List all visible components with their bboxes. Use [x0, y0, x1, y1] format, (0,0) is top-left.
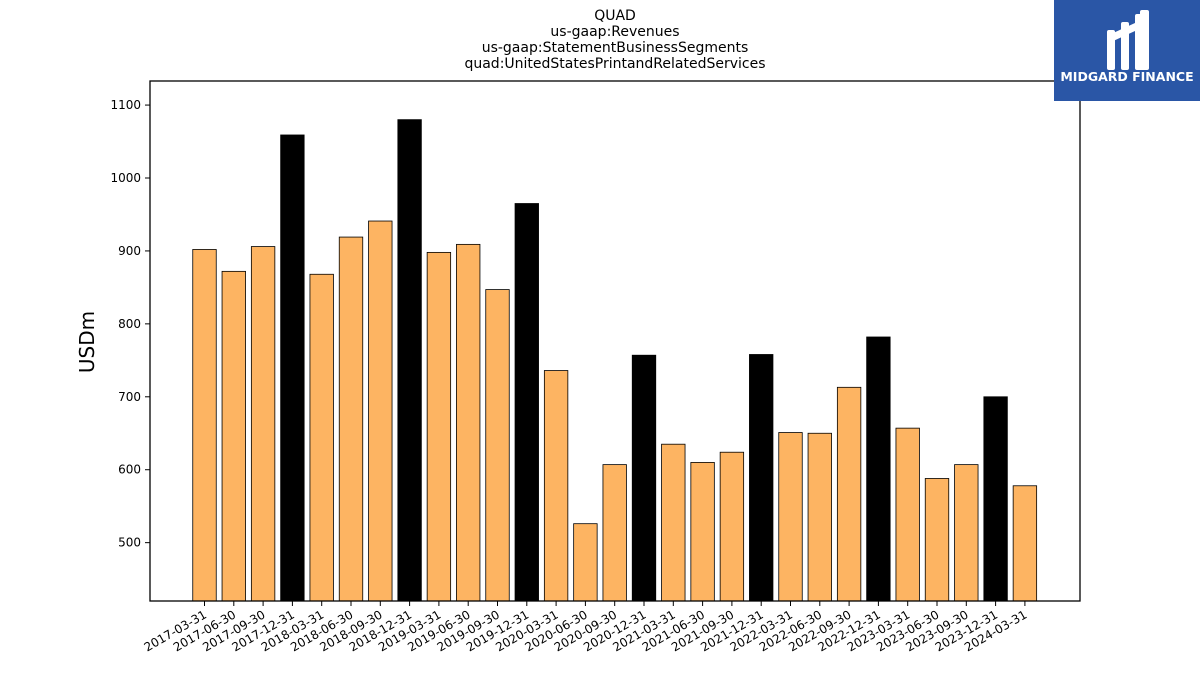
- bar-2021-12-31: [749, 354, 774, 602]
- midgard-finance-logo: MIDGARD FINANCE: [1054, 0, 1200, 101]
- chart-title: QUADus-gaap:Revenuesus-gaap:StatementBus…: [464, 8, 765, 72]
- bar-2020-12-31: [631, 354, 657, 602]
- bar-2019-03-31: [426, 251, 452, 602]
- y-tick-label: 800: [118, 317, 141, 331]
- bar-2019-09-30: [485, 289, 510, 602]
- bar-2017-09-30: [250, 246, 276, 602]
- bar-2017-06-30: [221, 270, 246, 602]
- logo-text: MIDGARD FINANCE: [1060, 69, 1193, 84]
- bar-2018-12-31: [397, 119, 422, 602]
- bar-2020-03-31: [543, 370, 569, 602]
- logo-mark-icon: [1107, 10, 1149, 70]
- bar-2018-09-30: [368, 220, 393, 602]
- bar-2019-12-31: [514, 203, 539, 602]
- x-axis: 2017-03-312017-06-302017-09-302017-12-31…: [142, 601, 1029, 654]
- bar-2022-03-31: [778, 432, 803, 602]
- bar-2021-03-31: [661, 443, 686, 602]
- chart-title-line: us-gaap:StatementBusinessSegments: [482, 40, 749, 56]
- bar-2020-09-30: [602, 464, 627, 602]
- bar-2017-12-31: [280, 134, 305, 602]
- bar-2018-03-31: [309, 273, 334, 602]
- y-tick-label: 500: [118, 536, 141, 550]
- y-tick-label: 600: [118, 463, 141, 477]
- y-axis: 500 600 700 800 900 1000 1100: [110, 98, 150, 550]
- chart-title-line: us-gaap:Revenues: [550, 24, 679, 40]
- y-axis-label: USDm: [75, 311, 99, 373]
- y-tick-label: 1100: [110, 98, 141, 112]
- bar-2024-03-31: [1012, 485, 1038, 602]
- y-tick-label: 700: [118, 390, 141, 404]
- y-tick-label: 900: [118, 244, 141, 258]
- bar-2019-06-30: [456, 243, 481, 602]
- y-tick-label: 1000: [110, 171, 141, 185]
- chart-title-line: quad:UnitedStatesPrintandRelatedServices: [464, 56, 765, 72]
- bar-2022-06-30: [807, 432, 832, 602]
- bar-2023-03-31: [895, 427, 920, 602]
- bar-2022-09-30: [836, 386, 862, 602]
- bar-2021-06-30: [690, 462, 715, 602]
- bars: [192, 119, 1038, 602]
- bar-2023-09-30: [954, 464, 979, 602]
- bar-2023-12-31: [983, 396, 1008, 602]
- bar-2020-06-30: [573, 523, 598, 602]
- bar-2021-09-30: [719, 451, 745, 602]
- chart-title-line: QUAD: [594, 8, 636, 24]
- bar-2017-03-31: [192, 249, 217, 602]
- bar-2022-12-31: [866, 336, 891, 602]
- bar-2018-06-30: [338, 236, 364, 602]
- bar-2023-06-30: [924, 478, 950, 602]
